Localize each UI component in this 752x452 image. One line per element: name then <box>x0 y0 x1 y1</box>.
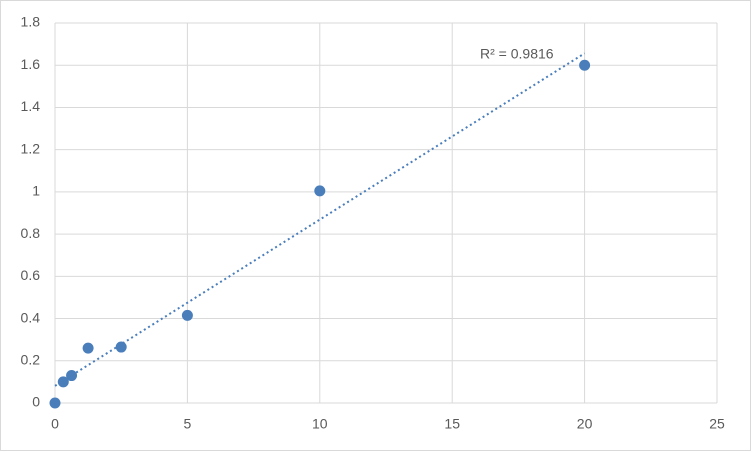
x-tick-label: 20 <box>577 416 593 432</box>
y-tick-label: 0 <box>32 394 40 410</box>
point <box>82 342 94 354</box>
y-tick-label: 1.8 <box>21 14 41 30</box>
trendline <box>54 52 586 387</box>
x-tick-label: 5 <box>184 416 192 432</box>
x-tick-label: 0 <box>51 416 59 432</box>
y-tick-label: 0.4 <box>21 309 41 325</box>
y-tick-label: 0.8 <box>21 225 41 241</box>
y-tick-label: 1.6 <box>21 56 41 72</box>
y-tick-label: 0.2 <box>21 351 41 367</box>
y-tick-label: 1.2 <box>21 140 41 156</box>
y-tick-label: 1.4 <box>21 98 41 114</box>
point <box>66 370 78 382</box>
point <box>49 397 61 409</box>
x-tick-label: 10 <box>312 416 328 432</box>
point <box>314 185 326 197</box>
y-tick-label: 0.6 <box>21 267 41 283</box>
point <box>115 341 127 353</box>
x-tick-label: 25 <box>709 416 725 432</box>
point <box>579 59 591 71</box>
point <box>181 309 193 321</box>
annotation: R² = 0.9816 <box>480 46 554 62</box>
x-tick-label: 15 <box>444 416 460 432</box>
point <box>57 376 69 388</box>
y-tick-label: 1 <box>32 183 40 199</box>
